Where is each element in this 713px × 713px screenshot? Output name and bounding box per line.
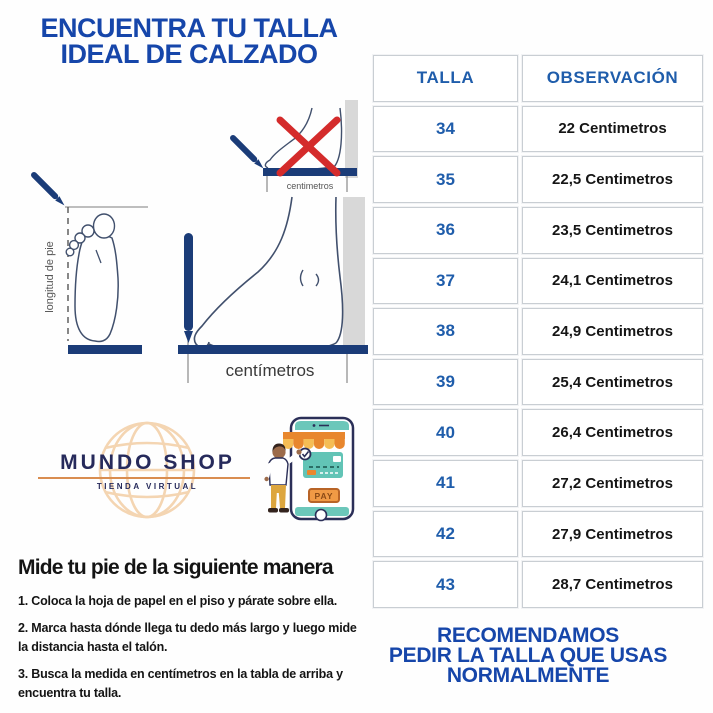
table-cell-observacion: 28,7 Centimetros	[522, 561, 703, 608]
recommendation-line1: RECOMENDAMOS	[437, 624, 619, 647]
table-cell-observacion: 22,5 Centimetros	[522, 156, 703, 203]
ruler-bar	[263, 168, 357, 176]
table-cell-talla: 41	[373, 460, 518, 507]
toes	[65, 213, 116, 257]
table-cell-observacion: 27,9 Centimetros	[522, 510, 703, 558]
table-cell-talla: 35	[373, 156, 518, 203]
table-cell-talla: 37	[373, 257, 518, 305]
logo-tagline: TIENDA VIRTUAL	[96, 482, 199, 491]
ruler-bar	[178, 345, 368, 354]
table-cell-observacion: 26,4 Centimetros	[522, 409, 703, 457]
logo-divider	[38, 477, 250, 479]
pencil-vertical-icon	[184, 233, 193, 343]
table-cell-observacion: 22 Centimetros	[522, 105, 703, 153]
hair	[272, 443, 286, 452]
table-header-talla: TALLA	[373, 55, 518, 102]
table-cell-observacion: 25,4 Centimetros	[522, 358, 703, 406]
credit-card-icon	[298, 447, 343, 478]
label-centimetros-small: centimetros	[287, 181, 334, 191]
table-cell-talla: 34	[373, 105, 518, 153]
table-cell-talla: 39	[373, 358, 518, 406]
recommendation-note: RECOMENDAMOS PEDIR LA TALLA QUE USAS NOR…	[345, 624, 711, 687]
foot-side-view-diagram: centímetros	[178, 196, 368, 383]
check-badge-icon	[298, 447, 312, 461]
shopper-person	[264, 443, 302, 513]
foot-side-outline-small	[264, 107, 313, 169]
instruction-step-3: 3. Busca la medida en centímetros en la …	[18, 667, 343, 700]
page-title-line2: IDEAL DE CALZADO	[60, 39, 318, 69]
table-cell-talla: 40	[373, 409, 518, 457]
logo-name: MUNDO SHOP	[60, 451, 235, 474]
mundo-shop-logo: MUNDO SHOP TIENDA VIRTUAL	[30, 415, 265, 525]
wrong-method-diagram: centimetros	[228, 100, 358, 192]
online-shopping-illustration: PAY	[264, 416, 355, 522]
table-cell-observacion: 24,9 Centimetros	[522, 308, 703, 355]
measuring-instructions: Mide tu pie de la siguiente manera 1. Co…	[18, 556, 368, 711]
table-cell-observacion: 24,1 Centimetros	[522, 257, 703, 305]
ankle-marks	[299, 269, 320, 287]
page-title: ENCUENTRA TU TALLA IDEAL DE CALZADO	[10, 13, 368, 69]
table-cell-talla: 38	[373, 308, 518, 355]
foot-side-outline	[193, 196, 293, 348]
instruction-step-1: 1. Coloca la hoja de papel en el piso y …	[18, 594, 338, 608]
pay-button-label: PAY	[314, 491, 333, 501]
pencil-icon	[228, 133, 266, 171]
awning-icon	[283, 432, 345, 449]
pencil-icon	[29, 170, 67, 208]
table-cell-observacion: 27,2 Centimetros	[522, 460, 703, 507]
label-centimetros: centímetros	[226, 361, 315, 380]
ruler-bar	[68, 345, 142, 354]
recommendation-line2: PEDIR LA TALLA QUE USAS	[388, 644, 668, 667]
table-cell-talla: 42	[373, 510, 518, 558]
page-title-line1: ENCUENTRA TU TALLA	[40, 13, 338, 43]
label-foot-length: longitud de pie	[44, 241, 56, 313]
table-cell-talla: 36	[373, 206, 518, 254]
table-header-observacion: OBSERVACIÓN	[522, 55, 703, 102]
red-x-icon	[276, 116, 341, 177]
instruction-step-2: 2. Marca hasta dónde llega tu dedo más l…	[18, 621, 357, 654]
instructions-heading: Mide tu pie de la siguiente manera	[18, 556, 334, 579]
foot-measuring-diagram: centimetros longitud de pie	[29, 100, 368, 383]
recommendation-line3: NORMALMENTE	[446, 664, 610, 687]
foot-top-view-diagram: longitud de pie	[29, 170, 148, 354]
pay-button-illustration: PAY	[308, 488, 340, 503]
foot-sole-outline	[74, 227, 119, 343]
table-cell-observacion: 23,5 Centimetros	[522, 206, 703, 254]
table-cell-talla: 43	[373, 561, 518, 608]
shoe	[268, 508, 278, 513]
size-table: TALLA OBSERVACIÓN 34 22 Centimetros 35 2…	[373, 55, 703, 608]
globe-icon	[98, 421, 196, 519]
wall-shape	[343, 197, 365, 345]
wall-shape	[345, 100, 358, 178]
shoe	[279, 508, 289, 513]
home-button-icon	[314, 508, 328, 522]
pants	[271, 485, 286, 508]
